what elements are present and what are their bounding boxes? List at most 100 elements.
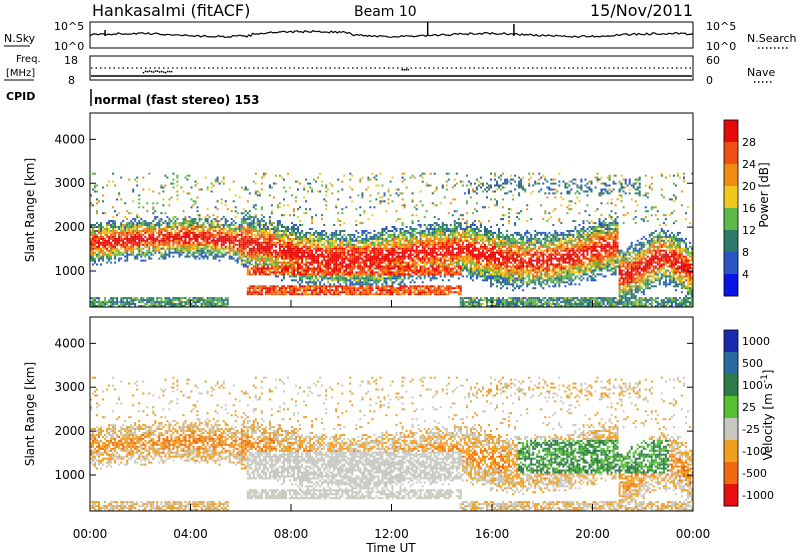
power-cell-7100 [389, 289, 392, 292]
power-cell-5066 [313, 269, 316, 272]
power-cell-8254 [431, 245, 434, 248]
power-cell-6143 [353, 253, 356, 256]
power-cell-81 [92, 230, 94, 232]
power-cell-1972 [186, 224, 189, 226]
power-cell-8345 [435, 289, 438, 292]
power-cell-1362 [156, 239, 159, 242]
power-cell-2823 [226, 245, 229, 248]
power-cell-543 [114, 224, 117, 226]
power-cell-4241 [283, 251, 285, 254]
power-cell-4695 [299, 247, 301, 250]
power-cell-6979 [383, 228, 386, 230]
power-cell-2056 [190, 226, 193, 228]
power-cell-8614 [443, 228, 446, 230]
power-cell-1400 [158, 233, 161, 236]
power-cell-3616 [260, 243, 263, 246]
power-cell-5280 [321, 251, 324, 254]
power-cell-4361 [287, 230, 289, 232]
power-cell-5102 [315, 287, 318, 290]
power-cell-9054 [461, 275, 464, 278]
power-cell-8469 [439, 271, 442, 274]
power-cell-1853 [180, 226, 183, 228]
power-cell-4313 [285, 228, 287, 230]
power-cell-7234 [393, 253, 396, 256]
power-cell-331 [104, 230, 107, 232]
power-cell-8685 [447, 273, 450, 276]
power-cell-7488 [401, 180, 404, 183]
power-cell-6136 [353, 261, 356, 264]
power-cell-4479 [291, 194, 293, 197]
power-cell-1372 [156, 222, 159, 225]
power-cell-6284 [359, 265, 362, 268]
power-cell-6443 [365, 279, 368, 282]
power-cell-8203 [429, 237, 432, 240]
power-cell-8389 [435, 228, 438, 230]
power-cell-7375 [399, 283, 402, 286]
power-cell-1356 [156, 247, 159, 250]
power-cell-9080 [461, 241, 464, 244]
power-cell-5318 [323, 277, 326, 280]
power-cell-3117 [242, 220, 245, 223]
power-cell-6203 [355, 239, 358, 242]
power-cell-656 [120, 222, 123, 225]
power-cell-8477 [439, 261, 442, 264]
power-cell-5154 [317, 279, 320, 282]
power-cell-5948 [347, 293, 350, 296]
power-cell-5022 [311, 249, 314, 252]
power-cell-8224 [431, 285, 434, 288]
power-cell-7732 [411, 233, 414, 236]
power-cell-7882 [417, 239, 420, 242]
power-cell-5567 [333, 289, 336, 292]
power-cell-2173 [196, 297, 199, 300]
power-cell-1630 [170, 299, 173, 302]
power-cell-8167 [429, 279, 432, 282]
power-cell-2278 [200, 237, 203, 240]
power-cell-8052 [423, 216, 426, 219]
power-cell-4170 [281, 265, 283, 268]
power-cell-4206 [283, 293, 285, 296]
power-cell-6878 [381, 285, 384, 288]
power-cell-8467 [439, 273, 442, 276]
power-cell-1513 [164, 249, 167, 252]
power-cell-778 [126, 224, 129, 226]
freq-dip-10 [162, 71, 165, 73]
power-cell-7476 [401, 228, 404, 230]
power-cell-6235 [357, 261, 360, 264]
power-cell-6932 [381, 184, 384, 187]
power-cell-8405 [437, 289, 440, 292]
power-cell-4109 [278, 271, 281, 274]
power-cell-3743 [264, 239, 267, 242]
power-cell-3727 [264, 255, 267, 258]
power-cell-4987 [309, 182, 312, 185]
power-cell-3705 [264, 289, 267, 292]
power-cell-7272 [395, 273, 398, 276]
power-cell-2111 [192, 220, 195, 223]
power-cell-4419 [289, 228, 291, 230]
power-cell-4861 [305, 239, 308, 242]
power-cell-6939 [383, 285, 386, 288]
power-cell-4188 [281, 239, 283, 242]
power-cell-2386 [206, 257, 209, 260]
power-cell-8409 [437, 285, 440, 288]
power-cell-1701 [172, 172, 175, 175]
power-cell-5789 [339, 224, 342, 226]
power-cell-4374 [289, 289, 291, 292]
power-cell-1047 [140, 255, 143, 258]
power-cell-4700 [299, 239, 301, 242]
power-cell-7822 [415, 257, 418, 260]
power-cell-8915 [455, 231, 458, 234]
power-cell-4050 [276, 285, 279, 288]
power-cell-4432 [291, 279, 293, 282]
power-cell-1663 [172, 299, 175, 302]
power-cell-7629 [407, 241, 410, 244]
power-cell-9138 [463, 222, 466, 225]
power-cell-5460 [329, 291, 332, 294]
power-cell-592 [118, 251, 121, 254]
power-cell-5426 [327, 269, 330, 272]
power-cell-313 [104, 253, 107, 256]
power-cell-652 [120, 226, 123, 228]
power-cell-8615 [443, 224, 446, 226]
power-cell-5467 [329, 283, 332, 286]
power-cell-8070 [425, 267, 428, 270]
power-cell-6051 [349, 172, 352, 175]
